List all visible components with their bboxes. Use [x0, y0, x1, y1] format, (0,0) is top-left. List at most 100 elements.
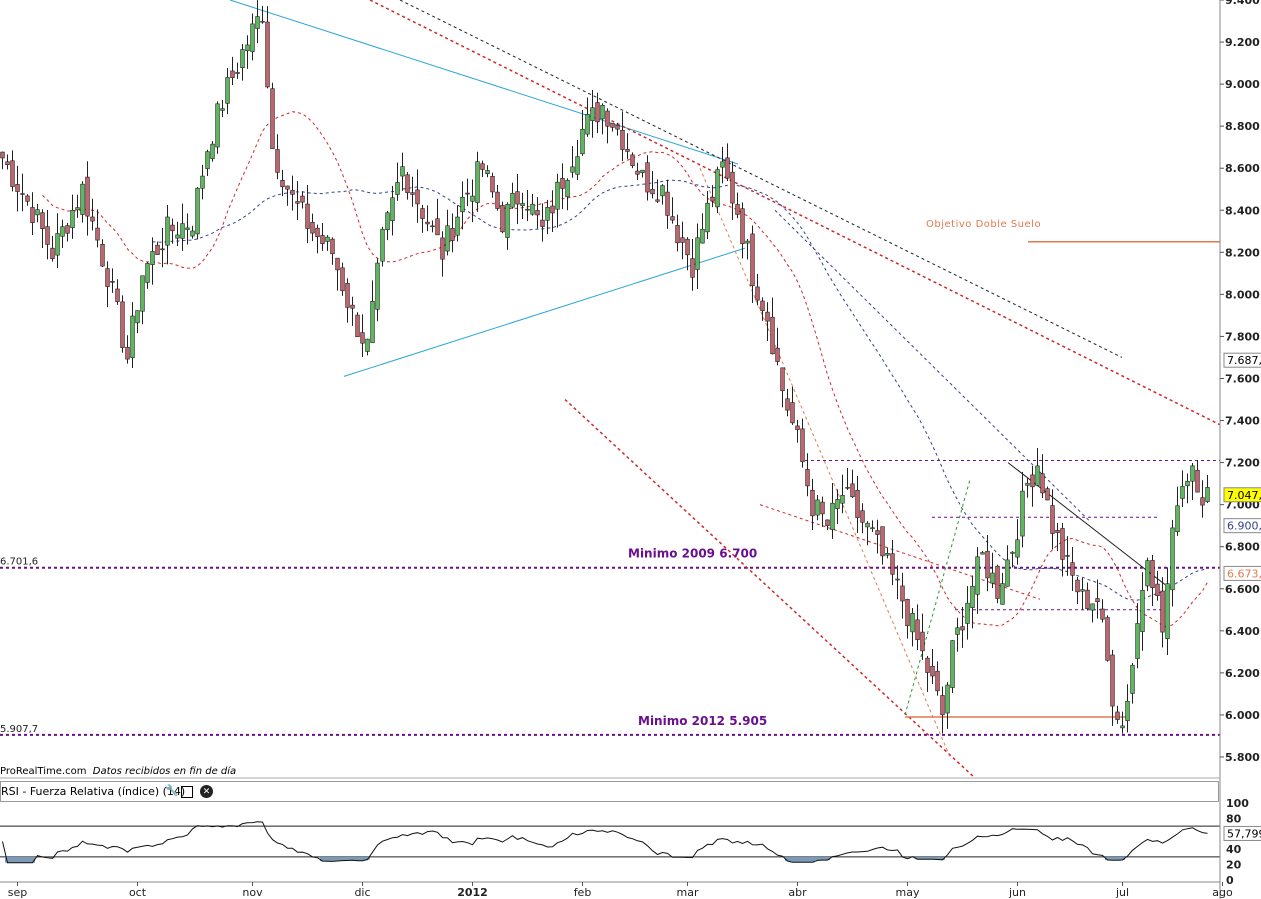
candle-body-151 — [755, 286, 760, 301]
candle-body-9 — [45, 226, 50, 245]
candle-98 — [490, 172, 495, 198]
price-tick-label-8: 7.400 — [1225, 415, 1260, 428]
candle-body-132 — [660, 185, 665, 197]
candle-body-93 — [465, 192, 470, 195]
candle-body-15 — [75, 207, 80, 211]
candle-181 — [905, 598, 910, 639]
candle-body-35 — [175, 234, 180, 239]
candle-body-64 — [320, 235, 325, 244]
candle-body-220 — [1100, 608, 1105, 620]
candle-11 — [55, 213, 60, 268]
candle-body-211 — [1055, 529, 1060, 533]
candle-body-73 — [365, 338, 370, 352]
candle-13 — [65, 222, 70, 242]
candle-213 — [1065, 536, 1070, 576]
candle-121 — [605, 108, 610, 144]
source-label: ProRealTime.com Datos recibidos en fin d… — [0, 766, 237, 777]
candle-32 — [160, 227, 165, 268]
candle-140 — [700, 213, 705, 244]
candle-78 — [390, 185, 395, 236]
candle-body-206 — [1030, 474, 1035, 488]
candle-body-32 — [160, 248, 165, 251]
candle-body-127 — [635, 170, 640, 175]
candle-body-185 — [925, 657, 930, 673]
candle-102 — [510, 182, 515, 209]
candle-90 — [450, 213, 455, 253]
candle-163 — [815, 494, 820, 521]
candle-body-10 — [50, 247, 55, 259]
candle-body-52 — [260, 20, 265, 23]
candle-60 — [300, 191, 305, 209]
candle-body-175 — [875, 530, 880, 535]
time-tick-label-11: ago — [1212, 886, 1233, 899]
candle-65 — [325, 235, 330, 251]
candle-body-193 — [965, 602, 970, 624]
candle-body-94 — [470, 195, 475, 202]
candle-body-107 — [535, 210, 540, 216]
candle-body-129 — [645, 162, 650, 193]
candle-48 — [240, 44, 245, 81]
candle-159 — [795, 419, 800, 443]
candle-body-101 — [505, 203, 510, 238]
candle-146 — [730, 161, 735, 220]
candle-59 — [295, 181, 300, 221]
candle-83 — [415, 169, 420, 223]
candle-body-188 — [940, 695, 945, 716]
candle-body-233 — [1165, 583, 1170, 639]
candle-body-81 — [405, 174, 410, 194]
maximize-icon[interactable] — [181, 786, 193, 798]
price-tick-label-1: 6.000 — [1225, 709, 1260, 722]
candle-200 — [1000, 572, 1005, 605]
close-icon[interactable]: ✕ — [200, 785, 213, 798]
candle-63 — [315, 224, 320, 254]
candle-28 — [140, 275, 145, 325]
candle-body-0 — [0, 151, 5, 159]
candle-137 — [685, 237, 690, 271]
candle-body-87 — [435, 218, 440, 236]
candle-body-209 — [1045, 488, 1050, 501]
candle-body-66 — [330, 238, 335, 255]
candle-body-177 — [885, 553, 890, 556]
support-left-label-0: 6.701,6 — [0, 557, 38, 568]
candle-175 — [875, 519, 880, 554]
candle-188 — [940, 686, 945, 734]
price-tick-label-3: 6.400 — [1225, 625, 1260, 638]
candle-body-190 — [950, 640, 955, 688]
candle-67 — [335, 257, 340, 291]
candle-body-13 — [65, 225, 70, 234]
candle-54 — [270, 82, 275, 149]
candle-135 — [675, 214, 680, 252]
candle-body-44 — [220, 108, 225, 111]
candle-body-82 — [410, 192, 415, 195]
candle-body-31 — [155, 244, 160, 255]
candle-body-99 — [495, 191, 500, 209]
candle-238 — [1190, 463, 1195, 501]
candle-144 — [720, 146, 725, 184]
candle-221 — [1105, 615, 1110, 662]
time-tick-label-2: nov — [242, 886, 263, 899]
candle-body-146 — [730, 171, 735, 204]
candle-body-135 — [675, 225, 680, 244]
candle-body-154 — [770, 316, 775, 355]
candle-87 — [435, 198, 440, 236]
candle-190 — [950, 640, 955, 694]
candle-body-168 — [840, 495, 845, 504]
candle-body-74 — [370, 301, 375, 343]
candle-185 — [925, 655, 930, 692]
candle-body-1 — [5, 161, 10, 165]
candle-52 — [260, 5, 265, 24]
candle-body-105 — [525, 208, 530, 211]
candle-168 — [840, 474, 845, 514]
candle-body-222 — [1110, 654, 1115, 707]
candle-123 — [615, 122, 620, 136]
candle-body-238 — [1190, 465, 1195, 482]
candle-body-213 — [1065, 555, 1070, 557]
time-tick-label-10: jul — [1115, 886, 1129, 899]
candle-224 — [1120, 711, 1125, 734]
candle-76 — [380, 226, 385, 267]
price-tick-label-11: 8.000 — [1225, 288, 1260, 301]
candle-body-199 — [995, 565, 1000, 599]
candle-body-142 — [710, 196, 715, 202]
wrench-icon[interactable]: 🔧 — [165, 785, 179, 797]
